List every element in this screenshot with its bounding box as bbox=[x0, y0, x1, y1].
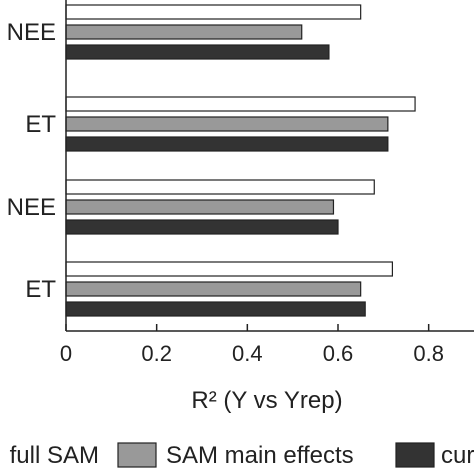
category-label-2: ET bbox=[25, 111, 56, 138]
axes-layer bbox=[65, 0, 474, 332]
bar-nee-1-series-2 bbox=[65, 24, 303, 40]
bar-et-2-series-1 bbox=[65, 96, 416, 112]
bar-nee-1-series-1 bbox=[65, 4, 362, 20]
category-label-1: NEE bbox=[7, 19, 56, 46]
legend-label-2: SAM main effects bbox=[166, 442, 354, 469]
bar-nee-3-series-3 bbox=[65, 219, 339, 235]
x-tick-layer: 0 0.2 0.4 0.6 0.8 bbox=[60, 324, 444, 366]
bar-et-4-series-3 bbox=[65, 301, 366, 317]
legend: full SAM SAM main effects cur bbox=[10, 442, 474, 469]
bar-et-4-series-2 bbox=[65, 281, 362, 297]
legend-label-3: cur bbox=[441, 442, 474, 469]
x-tick-label: 0.6 bbox=[323, 341, 354, 366]
legend-label-1: full SAM bbox=[10, 442, 99, 469]
x-axis-label: R² (Y vs Yrep) bbox=[191, 387, 342, 414]
legend-swatch-3 bbox=[395, 442, 435, 468]
legend-swatch-2 bbox=[117, 442, 157, 468]
bar-et-2-series-2 bbox=[65, 116, 389, 132]
bar-nee-1-series-3 bbox=[65, 44, 330, 60]
category-label-4: ET bbox=[25, 276, 56, 303]
bar-et-2-series-3 bbox=[65, 136, 389, 152]
bar-nee-3-series-1 bbox=[65, 179, 375, 195]
x-tick-label: 0.4 bbox=[232, 341, 263, 366]
category-label-layer: NEE ET NEE ET bbox=[7, 19, 57, 303]
bars-layer bbox=[65, 4, 416, 317]
bar-et-4-series-1 bbox=[65, 261, 393, 277]
x-tick-label: 0.8 bbox=[413, 341, 444, 366]
x-tick-label: 0.2 bbox=[141, 341, 172, 366]
x-tick-label: 0 bbox=[60, 341, 72, 366]
bar-nee-3-series-2 bbox=[65, 199, 335, 215]
category-label-3: NEE bbox=[7, 194, 56, 221]
